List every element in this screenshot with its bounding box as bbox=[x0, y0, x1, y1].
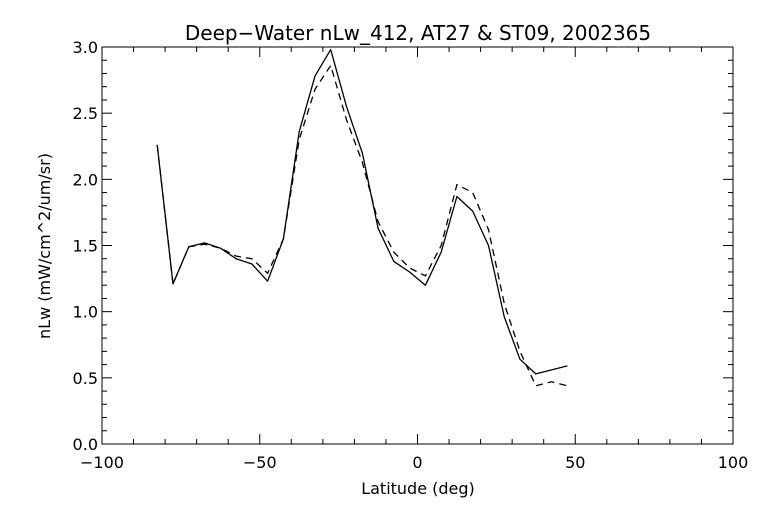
y-tick-label: 0.5 bbox=[73, 369, 98, 388]
series-layer bbox=[156, 48, 568, 387]
x-tick-label: −100 bbox=[80, 453, 124, 472]
x-tick-label: 50 bbox=[565, 453, 585, 472]
y-tick-label: 2.5 bbox=[73, 104, 98, 123]
chart-title: Deep−Water nLw_412, AT27 & ST09, 2002365 bbox=[185, 21, 651, 45]
y-tick-label: 1.5 bbox=[73, 237, 98, 256]
series-line-dashed bbox=[156, 64, 568, 387]
y-tick-label: 1.0 bbox=[73, 303, 98, 322]
y-axis-label: nLw (mW/cm^2/um/sr) bbox=[35, 153, 54, 339]
x-tick-label: 0 bbox=[412, 453, 422, 472]
x-tick-label: −50 bbox=[243, 453, 277, 472]
x-tick-label: 100 bbox=[718, 453, 749, 472]
y-tick-label: 2.0 bbox=[73, 170, 98, 189]
y-tick-label: 3.0 bbox=[73, 38, 98, 57]
axis-tick-labels: −100 −50 0 50 100 0.0 0.5 1.0 1.5 2.0 2.5 3.0 bbox=[73, 38, 749, 472]
x-axis-label: Latitude (deg) bbox=[361, 479, 475, 498]
axis-ticks bbox=[101, 46, 734, 445]
y-tick-label: 0.0 bbox=[73, 435, 98, 454]
series-line-solid bbox=[156, 48, 568, 375]
